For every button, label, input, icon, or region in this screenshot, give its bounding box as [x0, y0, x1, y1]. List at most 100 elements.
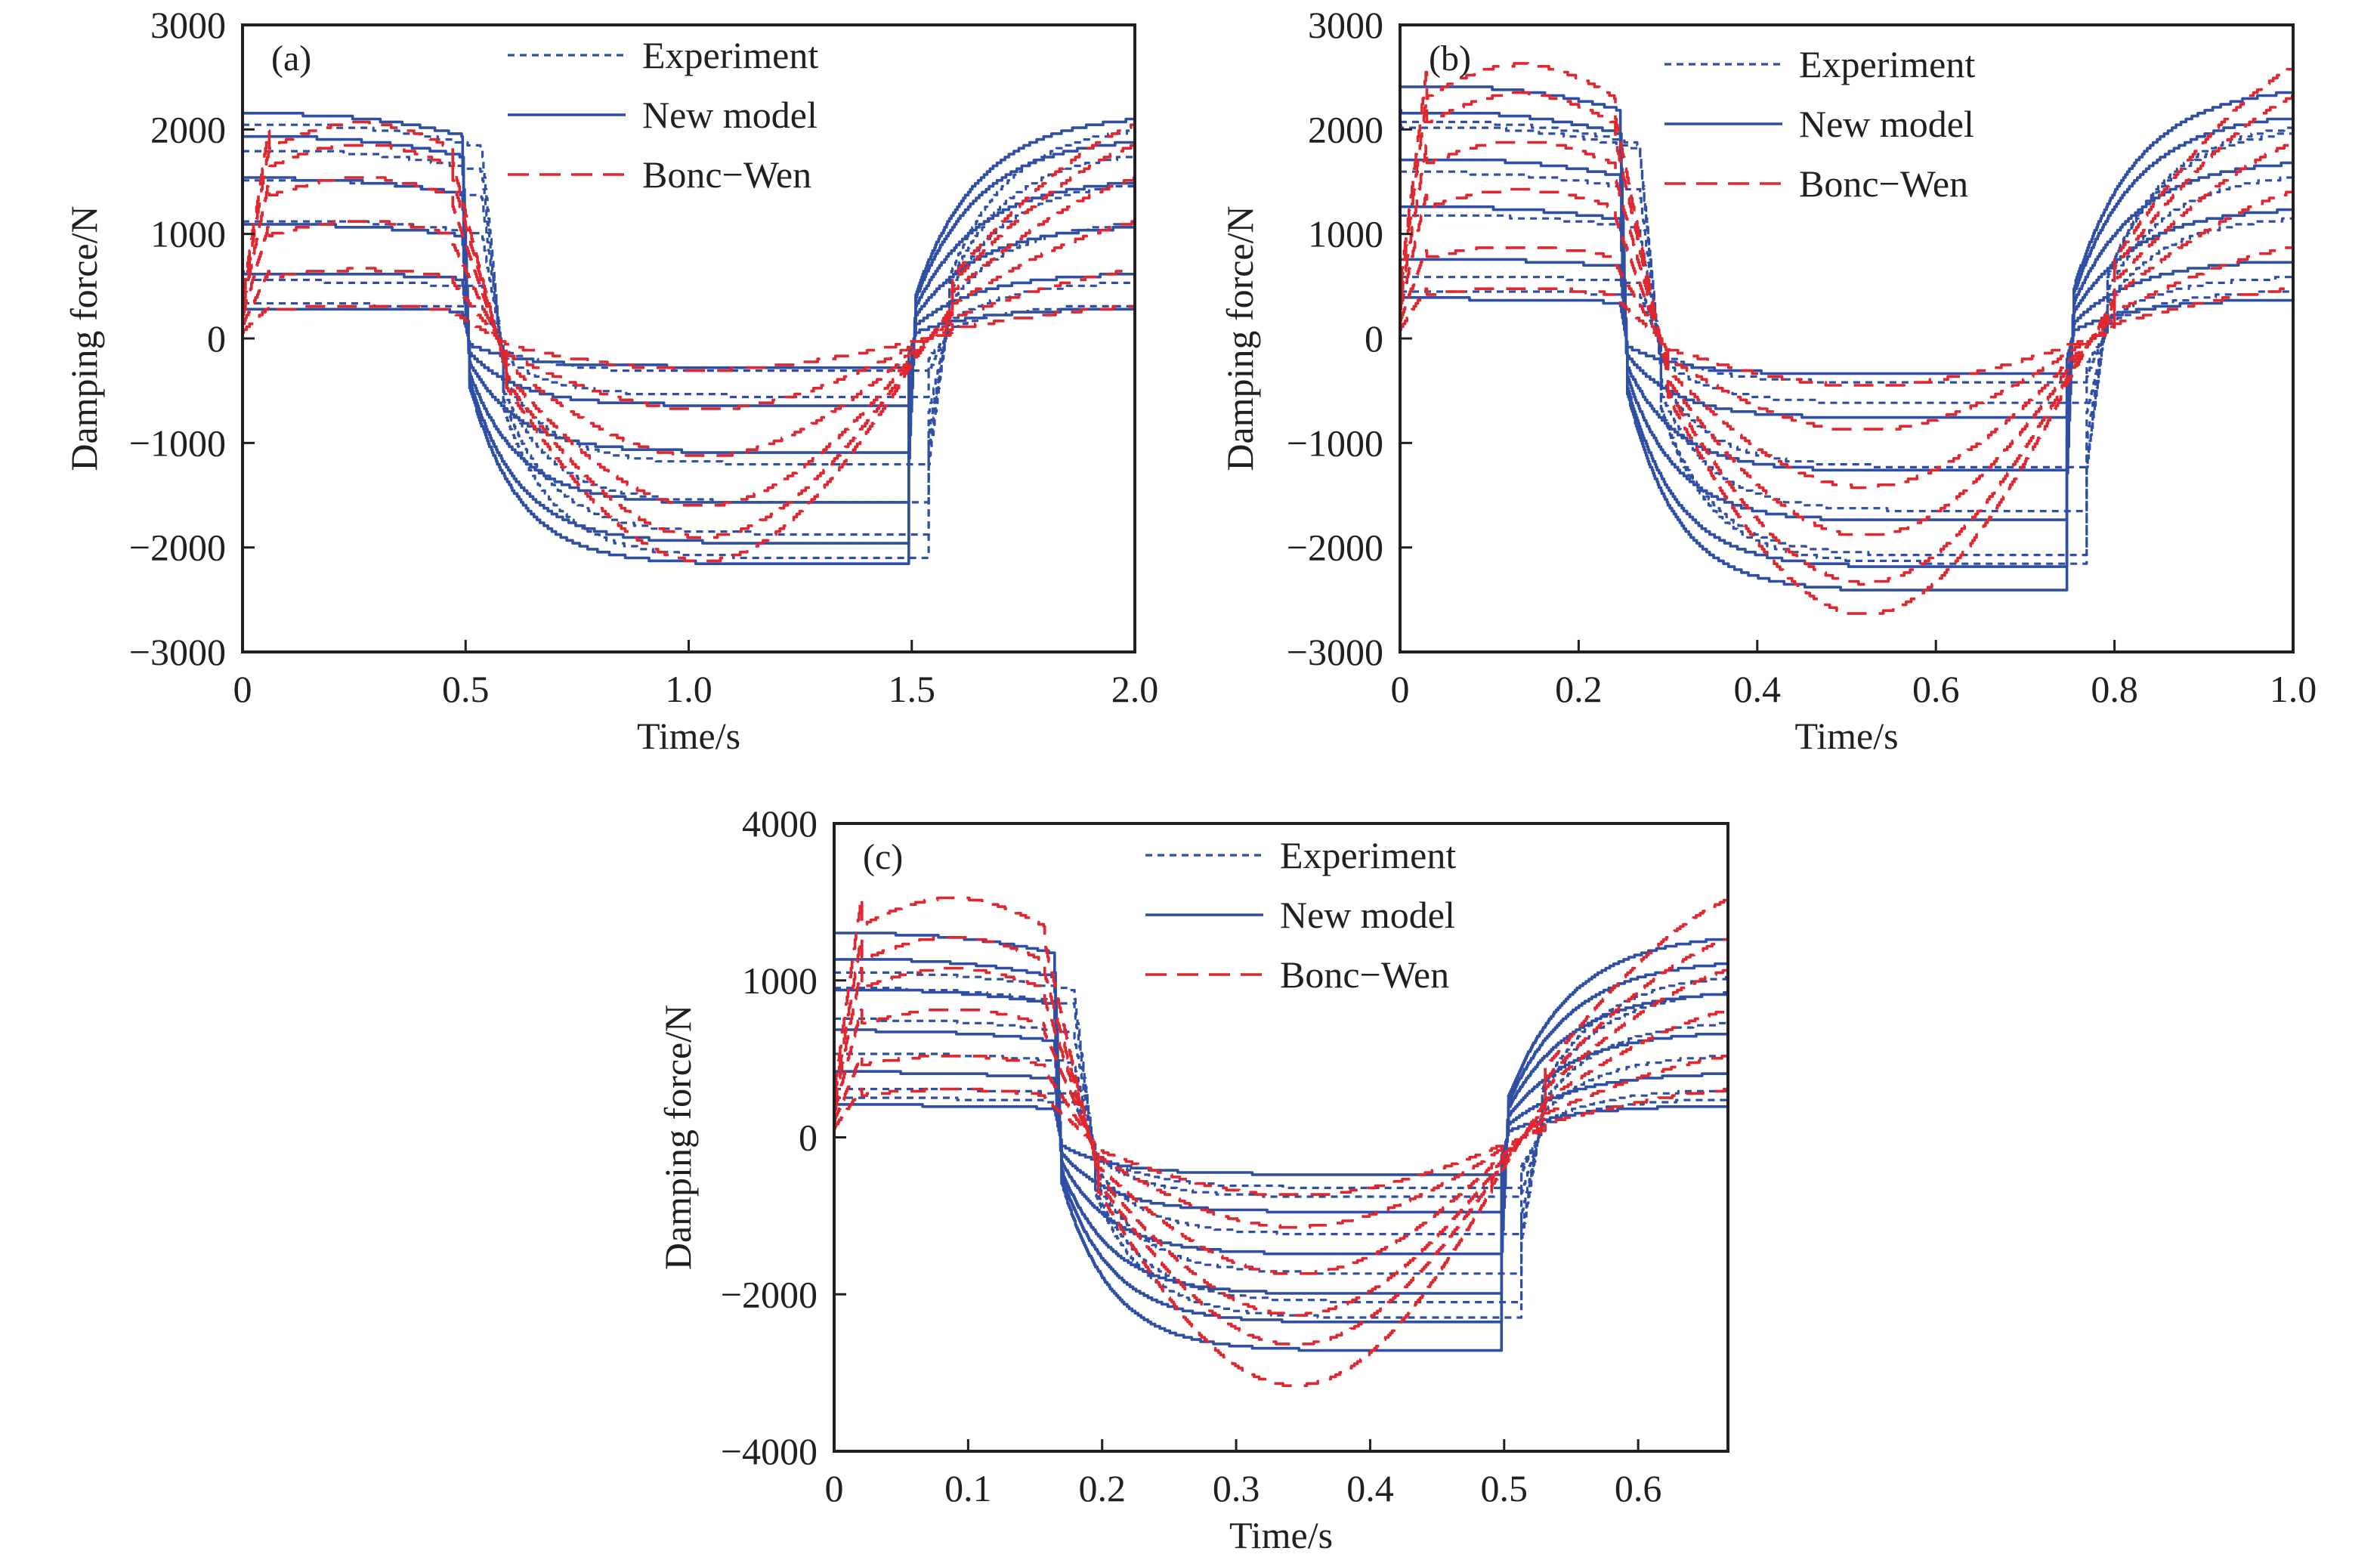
series-experiment-curve-5	[243, 278, 1135, 399]
legend-label-3: Bonc−Wen	[1280, 953, 1449, 996]
series-bonc-wen-curve-1	[834, 896, 1728, 1387]
series-bonc-wen-curve-3	[1400, 141, 2293, 536]
series-experiment-curve-4	[1400, 214, 2293, 468]
series-new-model-curve-2	[834, 958, 1728, 1324]
x-tick-label: 0.6	[1912, 668, 1960, 710]
series-new-model-curve-1	[1400, 85, 2293, 592]
y-tick-label: 1000	[150, 213, 226, 255]
x-tick-label: 2.0	[1111, 668, 1159, 710]
series-bonc-wen-curve-3	[243, 176, 1135, 507]
x-axis-title: Time/s	[1229, 1514, 1333, 1554]
x-tick-label: 0	[825, 1467, 844, 1509]
series-new-model-curve-1	[834, 931, 1728, 1352]
y-axis-title: Damping force/N	[1219, 205, 1261, 471]
series-experiment-curve-4	[243, 220, 1135, 466]
panel-tag: (c)	[863, 837, 903, 877]
x-tick-label: 0	[233, 668, 252, 710]
series-experiment-curve-2	[834, 987, 1728, 1304]
y-tick-label: 1000	[1308, 213, 1383, 255]
series-bonc-wen-curve-6	[834, 1087, 1728, 1196]
x-tick-label: 0.2	[1078, 1467, 1126, 1509]
legend: Experiment New model Bonc−Wen	[508, 34, 818, 196]
series-experiment-curve-6	[1400, 290, 2293, 384]
series-layer	[1400, 62, 2293, 615]
y-tick-label: 3000	[150, 4, 226, 46]
x-axis-title: Time/s	[1794, 715, 1898, 757]
series-bonc-wen-curve-2	[834, 936, 1728, 1345]
y-tick-label: −4000	[721, 1430, 818, 1472]
y-tick-label: 0	[799, 1117, 818, 1159]
series-experiment-curve-6	[834, 1096, 1728, 1189]
y-tick-label: −3000	[1287, 631, 1383, 673]
legend-label-1: Experiment	[1799, 43, 1975, 85]
series-layer	[834, 896, 1728, 1387]
x-tick-label: 0.2	[1555, 668, 1603, 710]
x-tick-label: 0.3	[1213, 1467, 1260, 1509]
y-tick-label: −2000	[1287, 527, 1383, 569]
series-experiment-curve-4	[834, 1052, 1728, 1236]
legend-label-2: New model	[1280, 894, 1455, 936]
y-tick-label: 1000	[742, 959, 818, 1002]
x-axis-title: Time/s	[637, 715, 740, 757]
axis-ticks: 0 0.5 1.0 1.5 2.0 3000 2000 1000 0 −1000 −2000 −300…	[129, 4, 1158, 710]
series-new-model-curve-5	[1400, 258, 2293, 419]
x-tick-label: 0	[1391, 668, 1410, 710]
x-tick-label: 0.5	[1481, 1467, 1528, 1509]
y-tick-label: 4000	[742, 802, 818, 845]
series-new-model-curve-6	[834, 1103, 1728, 1176]
legend: Experiment New model Bonc−Wen	[1145, 834, 1456, 996]
y-tick-label: −3000	[129, 631, 226, 673]
series-bonc-wen-curve-1	[1400, 62, 2293, 615]
series-experiment-curve-6	[243, 301, 1135, 372]
legend-label-1: Experiment	[642, 34, 818, 76]
y-tick-label: −1000	[1287, 422, 1383, 464]
series-new-model-curve-2	[1400, 109, 2293, 568]
x-tick-label: 0.5	[442, 668, 490, 710]
legend-label-1: Experiment	[1280, 834, 1456, 876]
series-new-model-curve-6	[1400, 296, 2293, 375]
y-tick-label: 2000	[150, 108, 226, 150]
series-new-model-curve-4	[834, 1028, 1728, 1256]
series-experiment-curve-1	[834, 971, 1728, 1319]
series-experiment-curve-1	[243, 123, 1135, 560]
y-tick-label: 3000	[1308, 4, 1383, 46]
x-tick-label: 1.0	[2270, 668, 2317, 710]
series-bonc-wen-curve-2	[1400, 91, 2293, 586]
series-bonc-wen-curve-4	[834, 1009, 1728, 1275]
series-bonc-wen-curve-5	[243, 267, 1135, 410]
y-axis-title: Damping force/N	[63, 205, 105, 471]
series-bonc-wen-curve-4	[1400, 187, 2293, 490]
series-bonc-wen-curve-3	[834, 966, 1728, 1317]
series-bonc-wen-curve-6	[1400, 287, 2293, 387]
series-experiment-curve-2	[1400, 123, 2293, 557]
x-tick-label: 0.4	[1734, 668, 1782, 710]
legend-label-2: New model	[1799, 103, 1974, 145]
panel-a: 0 0.5 1.0 1.5 2.0 3000 2000 1000 0 −1000 −2000 −300…	[63, 4, 1158, 757]
series-new-model-curve-3	[834, 988, 1728, 1295]
series-experiment-curve-5	[1400, 276, 2293, 404]
series-experiment-curve-5	[834, 1087, 1728, 1198]
legend: Experiment New model Bonc−Wen	[1664, 43, 1975, 205]
legend-label-3: Bonc−Wen	[1799, 162, 1968, 205]
legend-label-2: New model	[642, 94, 818, 136]
axis-ticks: 0 0.2 0.4 0.6 0.8 1.0 3000 2000 1000 0 −1000 −2000 −…	[1287, 4, 2317, 710]
series-bonc-wen-curve-5	[834, 1055, 1728, 1229]
series-experiment-curve-2	[243, 150, 1135, 536]
series-new-model-curve-6	[243, 307, 1135, 369]
x-tick-label: 0.4	[1346, 1467, 1394, 1509]
panel-c: 0 0.1 0.2 0.3 0.4 0.5 0.6 4000 1000 0 −2000 −4000 (…	[657, 802, 1729, 1554]
panel-tag: (a)	[271, 39, 311, 79]
x-tick-label: 0.8	[2091, 668, 2138, 710]
y-tick-label: −1000	[129, 422, 226, 464]
legend-label-3: Bonc−Wen	[642, 153, 811, 196]
series-experiment-curve-3	[1400, 170, 2293, 513]
series-experiment-curve-3	[243, 179, 1135, 504]
series-bonc-wen-curve-4	[243, 220, 1135, 457]
series-bonc-wen-curve-2	[243, 144, 1135, 539]
x-tick-label: 1.5	[889, 668, 936, 710]
y-axis-title: Damping force/N	[657, 1005, 699, 1270]
series-bonc-wen-curve-5	[1400, 246, 2293, 431]
series-new-model-curve-5	[834, 1070, 1728, 1214]
series-new-model-curve-5	[243, 270, 1135, 407]
